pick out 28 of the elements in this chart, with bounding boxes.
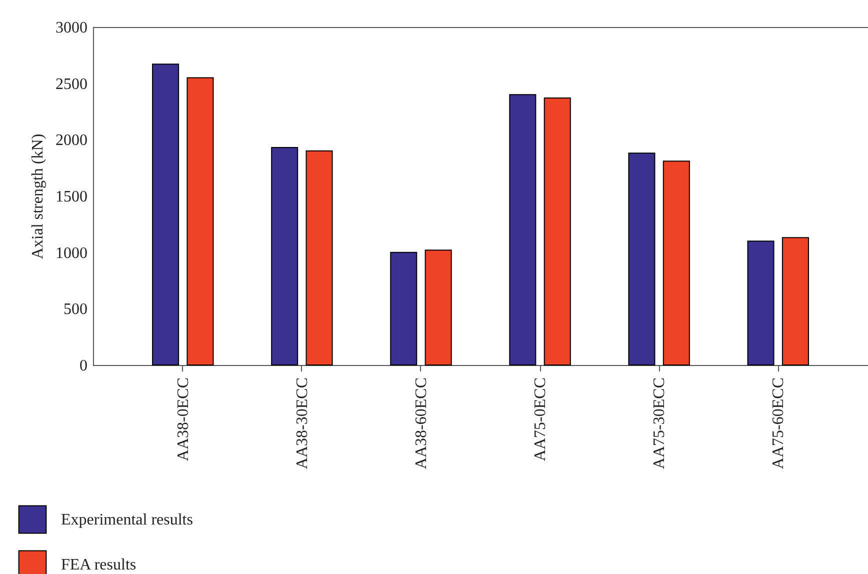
bar <box>271 147 298 366</box>
x-tick-label: AA38-0ECC <box>174 378 192 462</box>
bar <box>424 250 452 366</box>
y-tick-label: 2000 <box>56 132 88 150</box>
legend-label: Experimental results <box>61 512 193 528</box>
bar <box>306 150 333 366</box>
bar <box>662 160 690 366</box>
bar <box>782 237 809 366</box>
x-tick-label: AA75-30ECC <box>651 378 668 470</box>
bar <box>186 77 214 366</box>
x-tick-label: AA75-0ECC <box>532 378 550 462</box>
bar <box>544 97 571 366</box>
bar <box>509 94 536 366</box>
legend-label: FEA results <box>61 556 136 574</box>
x-tick-label: AA75-60ECC <box>770 378 788 470</box>
bar <box>390 252 418 366</box>
y-axis-title: Axial strength (kN) <box>30 134 46 260</box>
y-tick-label: 0 <box>80 358 88 374</box>
bar <box>628 152 656 366</box>
y-tick-label: 500 <box>64 301 88 318</box>
bar <box>152 64 180 366</box>
y-tick-label: 2500 <box>56 76 88 93</box>
y-tick-label: 1000 <box>56 244 88 262</box>
y-tick-label: 3000 <box>56 20 88 36</box>
bar <box>747 240 774 366</box>
x-tick-label: AA38-60ECC <box>412 378 430 470</box>
x-tick-label: AA38-30ECC <box>294 378 311 470</box>
y-tick-label: 1500 <box>56 188 88 206</box>
